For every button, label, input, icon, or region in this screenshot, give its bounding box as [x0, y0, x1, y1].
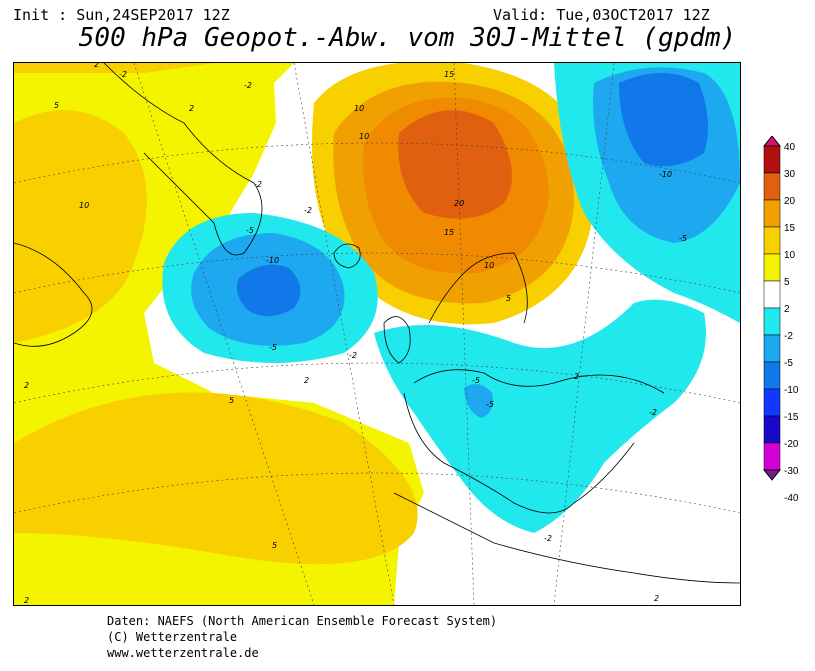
copyright: (C) Wetterzentrale — [107, 630, 238, 644]
contour-label: 2 — [94, 63, 99, 69]
contour-label: -2 — [544, 534, 552, 543]
contour-label: 5 — [272, 541, 277, 550]
legend-swatch — [763, 145, 781, 174]
legend-swatch — [763, 253, 781, 282]
legend-label: 30 — [784, 169, 796, 180]
legend-swatch — [763, 199, 781, 228]
ridge-20 — [398, 110, 512, 219]
legend-label: -10 — [784, 385, 799, 396]
contour-label: 10 — [79, 201, 89, 210]
contour-label: 2 — [304, 376, 309, 385]
contour-label: -2 — [254, 180, 262, 189]
trough-europe-2 — [374, 299, 706, 533]
contour-label: -2 — [304, 206, 312, 215]
legend-label: -30 — [784, 466, 799, 477]
data-source: Daten: NAEFS (North American Ensemble Fo… — [107, 614, 498, 628]
trough-atlantic-10 — [236, 264, 301, 317]
contour-label: -2 — [349, 351, 357, 360]
legend-label: -15 — [784, 412, 799, 423]
legend-label: 20 — [784, 196, 796, 207]
map-canvas: 5 -2 -2 10 10 15 20 15 10 5 -2 -5 -10 -5 -2 2 5 2 5 -5 -5 2 -2… — [14, 63, 740, 605]
legend-label: -40 — [784, 493, 799, 504]
contour-label: -10 — [266, 256, 279, 265]
init-time: Init : Sun,24SEP2017 12Z — [13, 6, 230, 24]
contour-label: -10 — [659, 170, 672, 179]
legend-swatch — [763, 442, 781, 471]
contour-label: -2 — [119, 70, 127, 79]
valid-time: Valid: Tue,03OCT2017 12Z — [493, 6, 710, 24]
contour-labels: 5 -2 -2 10 10 15 20 15 10 5 -2 -5 -10 -5 -2 2 5 2 5 -5 -5 2 -2… — [24, 63, 687, 605]
contour-label: 2 — [654, 594, 659, 603]
legend-swatch — [763, 415, 781, 444]
contour-label: 10 — [359, 132, 369, 141]
legend-bar: 40 30 20 15 10 5 2 -2 -5 -10 -15 -20 -30 -40 — [762, 135, 799, 504]
contour-label: -5 — [472, 376, 480, 385]
contour-label: 15 — [444, 228, 454, 237]
legend-arrow-top — [762, 135, 782, 147]
legend-label: 5 — [784, 277, 790, 288]
contour-label: -2 — [244, 81, 252, 90]
legend-swatch — [763, 172, 781, 201]
contour-label: 5 — [506, 294, 511, 303]
map-title: 500 hPa Geopot.-Abw. vom 30J-Mittel (gpd… — [78, 23, 737, 53]
legend-label: 2 — [784, 304, 790, 315]
legend-label: 15 — [784, 223, 796, 234]
contour-label: -5 — [269, 343, 277, 352]
contour-label: -2 — [649, 408, 657, 417]
legend-swatch — [763, 361, 781, 390]
trough-russia-10 — [619, 73, 708, 167]
legend-label: -2 — [784, 331, 793, 342]
contour-label: 2 — [24, 381, 29, 390]
legend-swatch — [763, 334, 781, 363]
legend-swatch — [763, 280, 781, 309]
yellow-5-north — [14, 63, 214, 73]
lat-lon-grid — [14, 63, 740, 605]
contour-label: -5 — [486, 400, 494, 409]
yellow-5-canada — [14, 110, 147, 343]
trough-europe-5 — [464, 384, 493, 418]
contour-label: -5 — [246, 226, 254, 235]
contour-label: 2 — [24, 596, 29, 605]
legend-swatch — [763, 307, 781, 336]
contour-label: 5 — [229, 396, 234, 405]
contour-label: 10 — [484, 261, 494, 270]
legend-label: 40 — [784, 142, 796, 153]
coastlines — [14, 63, 740, 584]
website: www.wetterzentrale.de — [107, 646, 259, 660]
contour-label: 2 — [189, 104, 194, 113]
yellow-5-southwest — [14, 392, 418, 565]
legend-label: -5 — [784, 358, 793, 369]
legend-arrow-bottom — [762, 469, 782, 481]
contour-label: -5 — [679, 234, 687, 243]
legend-swatch — [763, 388, 781, 417]
contour-label: 15 — [444, 70, 454, 79]
color-legend: 40 30 20 15 10 5 2 -2 -5 -10 -15 -20 -30 -40 — [762, 135, 812, 536]
legend-swatch — [763, 226, 781, 255]
contour-label: 10 — [354, 104, 364, 113]
legend-label: -20 — [784, 439, 799, 450]
contour-label: 5 — [54, 101, 59, 110]
contour-label: 20 — [454, 199, 464, 208]
anomaly-map: 5 -2 -2 10 10 15 20 15 10 5 -2 -5 -10 -5 -2 2 5 2 5 -5 -5 2 -2… — [13, 62, 741, 606]
legend-label: 10 — [784, 250, 796, 261]
contour-label: 2 — [574, 372, 579, 381]
